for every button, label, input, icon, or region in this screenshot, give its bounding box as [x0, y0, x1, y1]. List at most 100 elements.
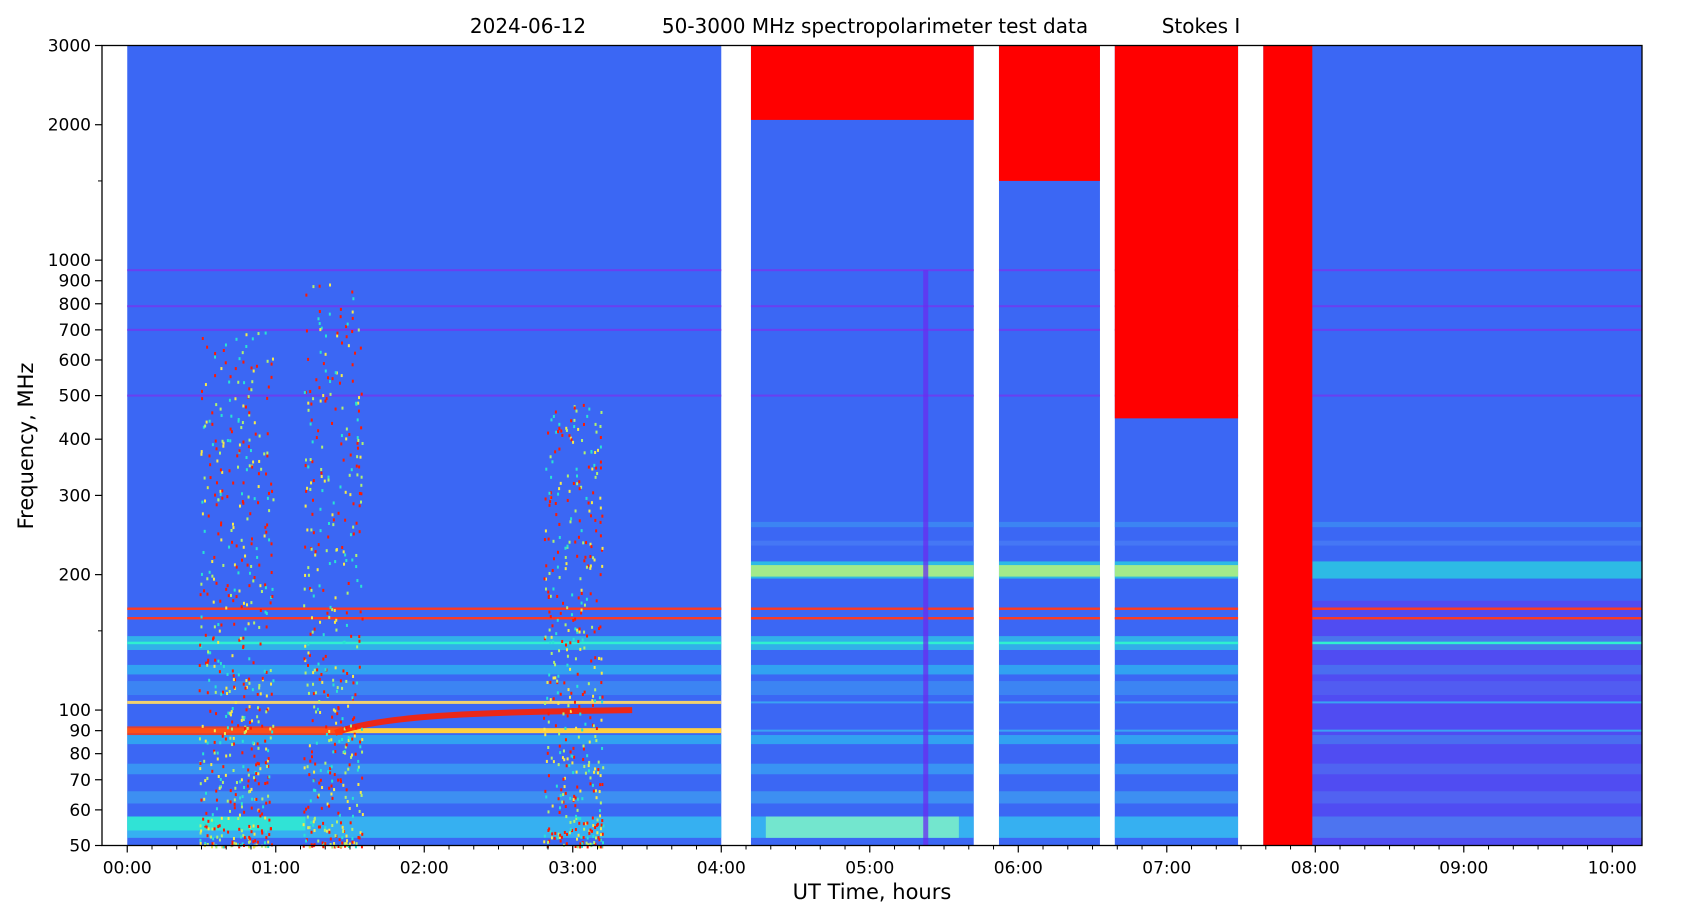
burst-speck — [220, 816, 223, 820]
burst-speck — [582, 747, 585, 751]
burst-speck — [592, 789, 595, 793]
burst-speck — [591, 703, 594, 707]
burst-speck — [581, 844, 584, 848]
burst-speck — [213, 751, 216, 755]
burst-speck — [206, 842, 209, 846]
burst-speck — [205, 420, 208, 424]
burst-speck — [359, 740, 362, 744]
burst-speck — [588, 407, 591, 411]
burst-speck — [590, 450, 593, 454]
burst-speck — [270, 596, 273, 600]
burst-speck — [207, 650, 210, 654]
burst-speck — [307, 401, 310, 405]
burst-speck — [258, 809, 261, 813]
burst-speck — [259, 767, 262, 771]
burst-speck — [579, 817, 582, 821]
burst-speck — [323, 690, 326, 694]
burst-speck — [324, 399, 327, 403]
burst-speck — [550, 635, 553, 639]
burst-speck — [268, 775, 271, 779]
burst-speck — [204, 424, 207, 428]
burst-speck — [566, 654, 569, 658]
burst-speck — [234, 678, 237, 682]
burst-speck — [337, 706, 340, 710]
burst-speck — [576, 482, 579, 486]
burst-speck — [359, 610, 362, 614]
burst-speck — [340, 374, 343, 378]
burst-speck — [237, 419, 240, 423]
burst-speck — [310, 588, 313, 592]
burst-speck — [549, 680, 552, 684]
burst-speck — [547, 774, 550, 778]
burst-speck — [257, 332, 260, 336]
y-tick-label-9: 500 — [59, 387, 91, 407]
burst-speck — [217, 532, 220, 536]
burst-speck — [580, 611, 583, 615]
burst-speck — [222, 845, 225, 849]
burst-speck — [252, 776, 255, 780]
burst-speck — [311, 440, 314, 444]
burst-speck — [245, 468, 248, 472]
burst-speck — [346, 671, 349, 675]
burst-speck — [585, 541, 588, 545]
y-tick-label-14: 1000 — [48, 251, 91, 271]
data-segment-4 — [1263, 45, 1642, 846]
burst-speck — [304, 659, 307, 663]
burst-speck — [356, 645, 359, 649]
burst-speck — [225, 714, 228, 718]
burst-speck — [359, 745, 362, 749]
burst-speck — [308, 845, 311, 849]
burst-speck — [584, 771, 587, 775]
band-1-8 — [750, 521, 974, 528]
burst-speck — [547, 590, 550, 594]
burst-speck — [264, 761, 267, 765]
burst-speck — [333, 842, 336, 846]
burst-speck — [264, 816, 267, 820]
burst-speck — [599, 814, 602, 818]
burst-speck — [577, 735, 580, 739]
burst-speck — [552, 697, 555, 701]
band-lowfreq-early — [127, 816, 306, 831]
burst-speck — [318, 584, 321, 588]
burst-speck — [336, 331, 339, 335]
burst-speck — [597, 768, 600, 772]
burst-speck — [560, 429, 563, 433]
interference-line-7-2 — [998, 701, 1100, 704]
interference-line-0-2 — [998, 269, 1100, 272]
interference-line-0-0 — [127, 269, 722, 272]
burst-speck — [214, 439, 217, 443]
burst-speck — [333, 773, 336, 777]
burst-speck — [585, 496, 588, 500]
burst-speck — [221, 496, 224, 500]
burst-speck — [307, 651, 310, 655]
burst-speck — [353, 732, 356, 736]
burst-speck — [545, 564, 548, 568]
burst-speck — [206, 345, 209, 349]
burst-speck — [582, 403, 585, 407]
burst-speck — [252, 824, 255, 828]
burst-speck — [566, 663, 569, 667]
burst-speck — [248, 413, 251, 417]
burst-speck — [324, 761, 327, 765]
burst-speck — [230, 414, 233, 418]
burst-speck — [266, 359, 269, 363]
interference-line-3-1 — [750, 394, 974, 397]
burst-speck — [351, 330, 354, 334]
burst-speck — [247, 495, 250, 499]
burst-speck — [552, 640, 555, 644]
burst-speck — [358, 491, 361, 495]
burst-speck — [234, 397, 237, 401]
burst-speck — [235, 842, 238, 846]
burst-speck — [358, 639, 361, 643]
interference-line-6-2 — [998, 641, 1100, 645]
burst-speck — [269, 736, 272, 740]
burst-speck — [338, 381, 341, 385]
burst-speck — [220, 623, 223, 627]
burst-speck — [563, 681, 566, 685]
burst-speck — [198, 737, 201, 741]
burst-speck — [343, 727, 346, 731]
burst-speck — [599, 435, 602, 439]
burst-speck — [328, 786, 331, 790]
burst-speck — [552, 760, 555, 764]
burst-speck — [594, 518, 597, 522]
